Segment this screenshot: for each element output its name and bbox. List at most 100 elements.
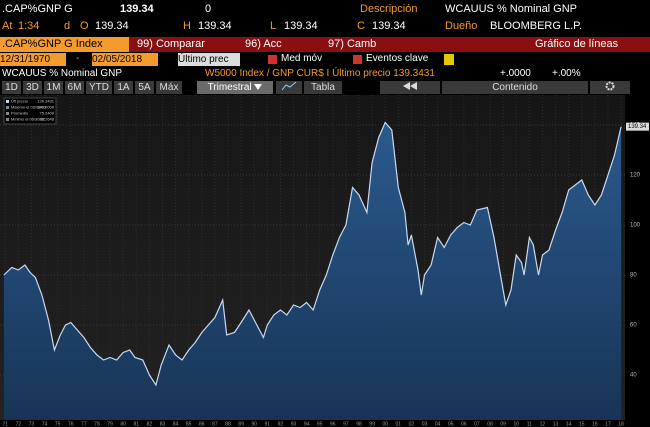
legend-label: Promedio <box>11 111 29 116</box>
legend-label: Mínimo el 06/30/82 <box>11 117 46 122</box>
close: 139.34 <box>372 20 406 32</box>
period-button[interactable]: 6M <box>65 81 84 94</box>
x-tick-label: 87 <box>212 421 218 427</box>
index-tab[interactable]: .CAP%GNP G Index <box>0 37 129 52</box>
dropdown-arrow <box>254 84 263 90</box>
pct-change: +.00% <box>552 68 581 79</box>
info-icon[interactable] <box>444 54 454 65</box>
actions-button[interactable]: 96) Acc <box>245 38 282 50</box>
end-date-sep: - <box>76 53 80 64</box>
x-tick-label: 01 <box>396 421 402 427</box>
owner-label: Dueño <box>445 20 478 32</box>
x-tick-label: 77 <box>81 421 87 427</box>
desc-label: Descripción <box>360 3 418 15</box>
x-tick-label: 02 <box>409 421 415 427</box>
x-tick-label: 84 <box>173 421 179 427</box>
close-label: C <box>357 20 365 32</box>
line <box>3 121 622 387</box>
frequency-select[interactable]: Trimestral <box>197 81 273 94</box>
x-tick-label: 85 <box>186 421 192 427</box>
y-tick-label: 120 <box>630 173 641 179</box>
period-button[interactable]: Máx <box>156 81 182 94</box>
x-tick-label: 80 <box>120 421 126 427</box>
price: 139.34 <box>120 3 154 15</box>
back-button[interactable] <box>380 81 440 94</box>
x-tick-label: 94 <box>304 421 310 427</box>
x-tick-label: 93 <box>291 421 297 427</box>
y-tick-label: 40 <box>630 373 637 379</box>
change: 0 <box>205 3 212 15</box>
moving-average[interactable]: Med móv <box>281 53 323 64</box>
period-button[interactable]: 3D <box>23 81 42 94</box>
ma-box[interactable] <box>268 55 277 64</box>
x-tick-label: 71 <box>2 421 8 427</box>
last-price-tag <box>626 122 649 131</box>
chart: 4060801001201407172737475767778798081828… <box>0 95 649 427</box>
series-name: WCAUUS % Nominal GNP <box>2 68 123 79</box>
x-tick-label: 13 <box>553 421 559 427</box>
low: 139.34 <box>284 20 318 32</box>
open-label: O <box>80 20 89 32</box>
y-tick-label: 60 <box>630 323 637 329</box>
change-button[interactable]: 97) Camb <box>328 38 377 50</box>
table-button[interactable]: Tabla <box>304 81 342 94</box>
x-tick-label: 88 <box>225 421 231 427</box>
legend-swatch <box>6 100 9 103</box>
open: 139.34 <box>95 20 129 32</box>
x-tick-label: 72 <box>16 421 22 427</box>
x-tick-label: 83 <box>160 421 166 427</box>
x-tick-label: 11 <box>527 421 532 427</box>
d-label: d <box>64 20 71 32</box>
x-tick-label: 98 <box>356 421 362 427</box>
legend-value: 141.0006 <box>37 105 54 110</box>
line-icon[interactable] <box>276 81 302 94</box>
low-label: L <box>270 20 277 32</box>
contents-button[interactable]: Contenido <box>442 81 588 94</box>
x-tick-label: 76 <box>68 421 74 427</box>
toolbar <box>0 37 650 52</box>
x-tick-label: 95 <box>317 421 323 427</box>
x-tick-label: 15 <box>579 421 585 427</box>
period-button[interactable]: YTD <box>86 81 112 94</box>
x-tick-label: 09 <box>500 421 506 427</box>
frequency: Trimestral <box>207 82 252 93</box>
period-button[interactable]: 1D <box>2 81 21 94</box>
x-tick-label: 79 <box>107 421 113 427</box>
x-tick-label: 16 <box>592 421 598 427</box>
legend-value: 33.2648 <box>40 117 55 122</box>
x-tick-label: 92 <box>278 421 284 427</box>
field-select[interactable]: Último prec <box>178 53 240 66</box>
compare-button[interactable]: 99) Comparar <box>137 38 205 50</box>
x-tick-label: 06 <box>461 421 467 427</box>
settings-button[interactable] <box>590 81 630 94</box>
start-date[interactable]: 12/31/1970 <box>0 53 66 66</box>
x-tick-label: 81 <box>133 421 139 427</box>
legend-swatch <box>6 112 9 115</box>
legend-box <box>3 97 57 125</box>
x-tick-label: 97 <box>343 421 349 427</box>
period-button[interactable]: 5A <box>135 81 154 94</box>
formula: W5000 Index / GNP CUR$ I Último precio 1… <box>205 68 435 79</box>
x-tick-label: 91 <box>265 421 271 427</box>
x-tick-label: 82 <box>147 421 153 427</box>
high-label: H <box>183 20 191 32</box>
legend-label: Últ precio <box>11 99 29 104</box>
period-button[interactable]: 1A <box>114 81 133 94</box>
y-tick-label: 100 <box>630 223 641 229</box>
x-tick-label: 10 <box>513 421 519 427</box>
x-tick-label: 14 <box>566 421 572 427</box>
key-events[interactable]: Eventos clave <box>366 53 429 64</box>
at-label: At <box>2 20 13 32</box>
events-box[interactable] <box>353 55 362 64</box>
end-date[interactable]: 02/05/2018 <box>92 53 158 66</box>
desc: WCAUUS % Nominal GNP <box>445 3 578 15</box>
period-button[interactable]: 1M <box>44 81 63 94</box>
x-tick-label: 07 <box>474 421 480 427</box>
x-tick-label: 08 <box>487 421 493 427</box>
x-tick-label: 73 <box>29 421 35 427</box>
back-glyph <box>403 82 417 90</box>
x-tick-label: 03 <box>422 421 428 427</box>
area <box>3 122 622 420</box>
x-tick-label: 12 <box>540 421 546 427</box>
